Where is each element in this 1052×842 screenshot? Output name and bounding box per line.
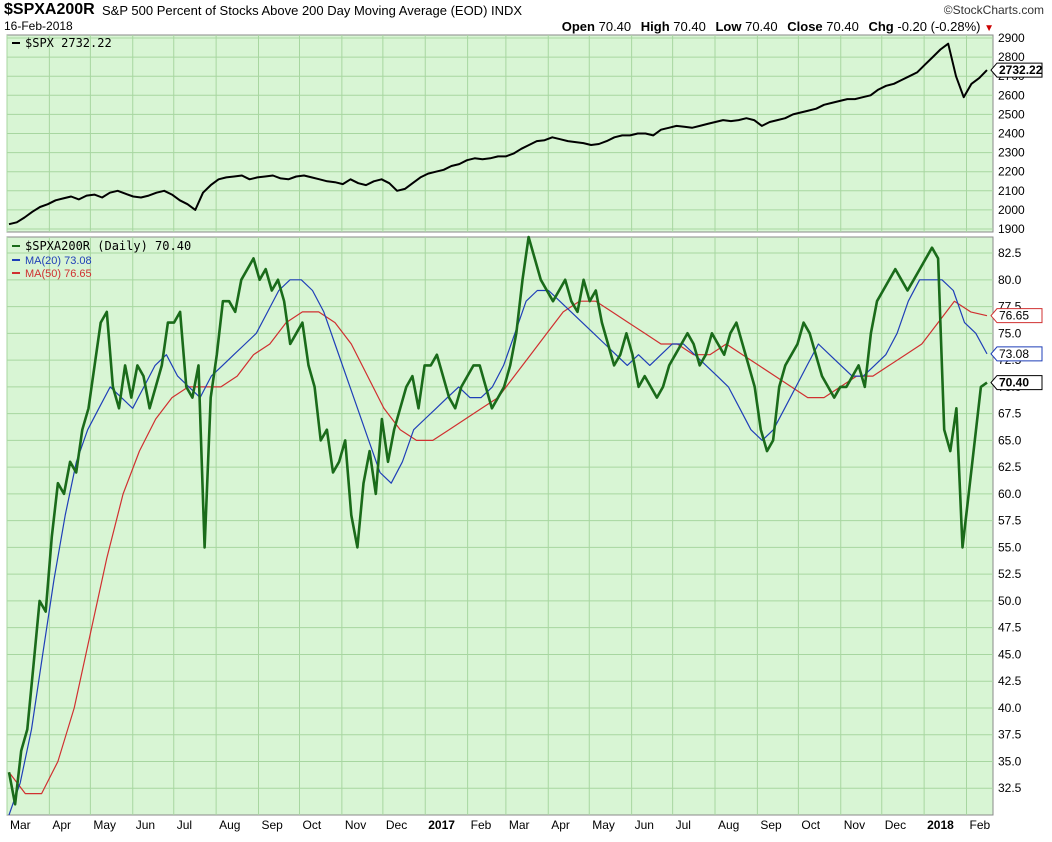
- x-tick-label: May: [93, 818, 116, 832]
- high-label: High: [640, 19, 670, 34]
- ma20-last-value: 73.08: [999, 347, 1029, 361]
- y-tick-label: 67.5: [998, 407, 1022, 421]
- x-tick-label: Oct: [801, 818, 820, 832]
- x-tick-label: Oct: [302, 818, 321, 832]
- close-label: Close: [787, 19, 823, 34]
- chg-value: -0.20 (-0.28%): [897, 19, 981, 34]
- x-tick-label: Feb: [471, 818, 492, 832]
- spx-last-value-box: [990, 62, 1043, 78]
- open-label: Open: [561, 19, 595, 34]
- low-value: 70.40: [745, 19, 778, 34]
- y-tick-label: 52.5: [998, 567, 1022, 581]
- x-tick-label: Mar: [509, 818, 530, 832]
- y-tick-label: 80.0: [998, 273, 1022, 287]
- chart-header: $SPXA200R S&P 500 Percent of Stocks Abov…: [0, 0, 1052, 36]
- x-tick-label: Jul: [177, 818, 192, 832]
- y-tick-label: 55.0: [998, 540, 1022, 554]
- x-tick-label: Nov: [844, 818, 865, 832]
- y-tick-label: 2200: [998, 165, 1025, 179]
- y-tick-label: 40.0: [998, 701, 1022, 715]
- high-value: 70.40: [673, 19, 706, 34]
- spx-last-value: 2732.22: [999, 63, 1043, 77]
- x-tick-label: Apr: [52, 818, 71, 832]
- ma20-last-value-box: [990, 346, 1043, 362]
- y-tick-label: 65.0: [998, 433, 1022, 447]
- x-tick-label: 2018: [927, 818, 954, 832]
- x-tick-label: Jun: [635, 818, 654, 832]
- y-tick-label: 57.5: [998, 514, 1022, 528]
- y-tick-label: 75.0: [998, 326, 1022, 340]
- y-tick-label: 42.5: [998, 674, 1022, 688]
- ohlc-readout: Open 70.40 High 70.40 Low 70.40 Close 70…: [562, 19, 994, 34]
- chg-label: Chg: [868, 19, 894, 34]
- ma50-legend-label: MA(50) 76.65: [25, 268, 92, 280]
- y-tick-label: 47.5: [998, 621, 1022, 635]
- x-tick-label: Jul: [676, 818, 691, 832]
- y-tick-label: 2000: [998, 203, 1025, 217]
- x-tick-label: Aug: [718, 818, 739, 832]
- x-tick-label: Apr: [551, 818, 570, 832]
- y-tick-label: 1900: [998, 222, 1025, 236]
- exchange-label: INDX: [491, 3, 523, 18]
- x-tick-label: Aug: [219, 818, 240, 832]
- breadth-legend-label: $SPXA200R (Daily) 70.40: [25, 239, 191, 253]
- y-tick-label: 35.0: [998, 754, 1022, 768]
- description-text: S&P 500 Percent of Stocks Above 200 Day …: [102, 3, 488, 18]
- y-tick-label: 60.0: [998, 487, 1022, 501]
- y-tick-label: 2100: [998, 184, 1025, 198]
- x-tick-label: Nov: [345, 818, 366, 832]
- x-tick-label: Dec: [885, 818, 906, 832]
- y-tick-label: 2300: [998, 146, 1025, 160]
- y-tick-label: 50.0: [998, 594, 1022, 608]
- symbol-description: S&P 500 Percent of Stocks Above 200 Day …: [102, 3, 522, 18]
- breadth-last-value: 70.40: [999, 376, 1029, 390]
- low-label: Low: [715, 19, 742, 34]
- y-tick-label: 32.5: [998, 781, 1022, 795]
- symbol-title: $SPXA200R: [4, 1, 95, 18]
- x-tick-label: Sep: [760, 818, 782, 832]
- y-tick-label: 2900: [998, 31, 1025, 45]
- x-tick-label: Mar: [10, 818, 31, 832]
- x-tick-label: May: [592, 818, 615, 832]
- brand-logo[interactable]: ©StockCharts.com: [943, 3, 1044, 17]
- breadth-last-value-box: [990, 375, 1043, 391]
- y-tick-label: 62.5: [998, 460, 1022, 474]
- y-tick-label: 2600: [998, 88, 1025, 102]
- breadth-panel-bg: [6, 236, 994, 816]
- open-value: 70.40: [598, 19, 632, 34]
- y-tick-label: 2500: [998, 107, 1025, 121]
- down-arrow-icon: ▼: [984, 23, 994, 34]
- y-tick-label: 2400: [998, 127, 1025, 141]
- x-tick-label: 2017: [428, 818, 455, 832]
- ma20-legend-label: MA(20) 73.08: [25, 255, 92, 267]
- breadth-line: [7, 235, 988, 806]
- spx-legend-label: $SPX 2732.22: [25, 36, 112, 50]
- x-tick-label: Jun: [136, 818, 155, 832]
- spx-line: [8, 42, 988, 226]
- chart-date: 16-Feb-2018: [4, 19, 73, 33]
- close-value: 70.40: [826, 19, 859, 34]
- ma20-line: [8, 279, 988, 816]
- y-tick-label: 45.0: [998, 647, 1022, 661]
- ma50-last-value-box: [990, 308, 1043, 324]
- y-tick-label: 37.5: [998, 728, 1022, 742]
- x-tick-label: Feb: [969, 818, 990, 832]
- y-tick-label: 82.5: [998, 246, 1022, 260]
- x-tick-label: Dec: [386, 818, 407, 832]
- x-tick-label: Sep: [261, 818, 283, 832]
- y-tick-label: 2800: [998, 50, 1025, 64]
- ma50-last-value: 76.65: [999, 309, 1029, 323]
